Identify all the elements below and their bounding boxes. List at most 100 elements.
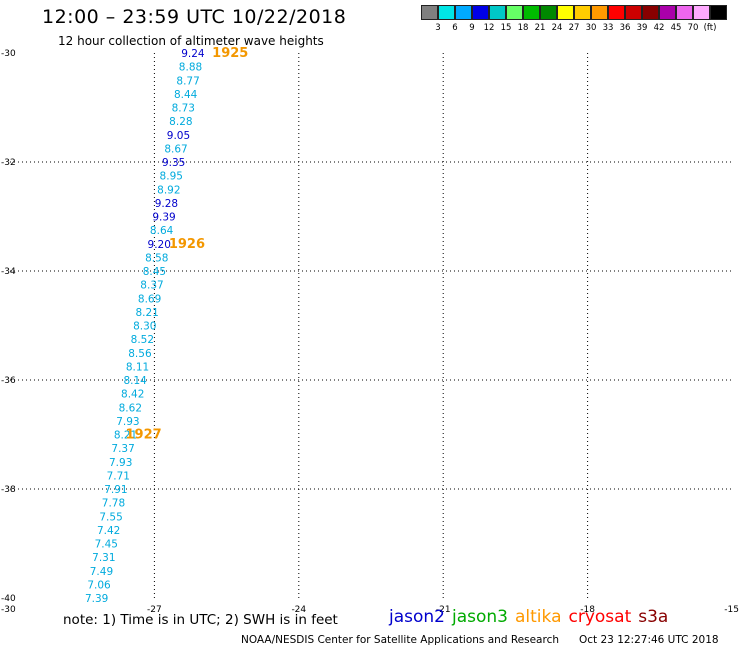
- lat-tick-label: -38: [1, 485, 16, 495]
- swh-value: 8.92: [157, 184, 180, 196]
- swh-value: 9.20: [148, 239, 171, 251]
- timestamp-text: Oct 23 12:27:46 UTC 2018: [579, 634, 719, 646]
- lon-tick-label: -27: [147, 605, 162, 615]
- swh-value: 8.44: [174, 89, 198, 101]
- satellite-legend: jason2 jason3 altika cryosat s3a: [389, 607, 675, 627]
- swh-value: 8.14: [123, 375, 147, 387]
- time-label: 1925: [212, 46, 248, 61]
- swh-value: 8.88: [179, 62, 202, 74]
- legend-swatch: [438, 5, 455, 20]
- lat-tick-label: -40: [1, 594, 16, 604]
- swh-value: 9.28: [155, 198, 178, 210]
- legend-label: 39: [636, 23, 648, 33]
- legend-swatch: [472, 5, 489, 20]
- legend-swatch: [523, 5, 540, 20]
- legend-label: 18: [517, 23, 529, 33]
- swh-value: 8.95: [160, 171, 183, 183]
- swh-value: 8.52: [131, 334, 154, 346]
- swh-value: 8.42: [121, 389, 144, 401]
- legend-swatch: [676, 5, 693, 20]
- satellite-jason3: jason3: [452, 607, 508, 627]
- swh-value: 8.37: [140, 280, 163, 292]
- lat-tick-label: -34: [1, 267, 16, 277]
- legend-swatch-row: [421, 5, 727, 20]
- legend-swatch: [455, 5, 472, 20]
- swh-value: 8.28: [169, 116, 192, 128]
- swh-value: 9.24: [181, 48, 205, 60]
- swh-value: 7.39: [85, 593, 108, 605]
- footer-note: note: 1) Time is in UTC; 2) SWH is in fe…: [63, 612, 338, 628]
- swh-value: 8.58: [145, 252, 168, 264]
- color-legend: 3 6 9 12 15 18 21 24 27 30 33 36 39 42 45 70 (ft): [421, 5, 727, 33]
- swh-value: 7.45: [95, 539, 118, 551]
- lon-tick-label: -15: [724, 605, 739, 615]
- legend-swatch: [489, 5, 506, 20]
- legend-swatch: [574, 5, 591, 20]
- legend-swatch: [540, 5, 557, 20]
- swh-value: 9.35: [162, 157, 185, 169]
- satellite-cryosat: cryosat: [568, 607, 632, 627]
- swh-value: 7.31: [92, 552, 115, 564]
- swh-value: 9.39: [152, 212, 175, 224]
- swh-value: 7.71: [107, 470, 130, 482]
- swh-value: 7.37: [111, 443, 134, 455]
- legend-label: 27: [568, 23, 580, 33]
- swh-value: 7.49: [90, 566, 113, 578]
- legend-label: 42: [653, 23, 665, 33]
- swh-value: 7.93: [116, 416, 139, 428]
- swh-value: 8.56: [128, 348, 152, 360]
- satellite-jason2: jason2: [389, 607, 445, 627]
- swh-value: 8.73: [172, 103, 195, 115]
- lon-tick-label: -18: [580, 605, 595, 615]
- legend-swatch: [659, 5, 676, 20]
- swh-value: 8.21: [135, 307, 158, 319]
- swh-value: 7.91: [104, 484, 127, 496]
- satellite-altika: altika: [515, 607, 562, 627]
- lon-tick-label: -21: [436, 605, 451, 615]
- legend-swatch: [506, 5, 523, 20]
- legend-label: 36: [619, 23, 631, 33]
- lon-tick-label: -24: [291, 605, 306, 615]
- legend-swatch: [557, 5, 574, 20]
- swh-value: 8.21: [114, 430, 137, 442]
- page-title: 12:00 – 23:59 UTC 10/22/2018: [42, 6, 347, 28]
- swh-value: 7.42: [97, 525, 120, 537]
- legend-label: 45: [670, 23, 682, 33]
- legend-label: 33: [602, 23, 614, 33]
- legend-label: 3: [435, 23, 441, 33]
- swh-value: 8.67: [164, 143, 187, 155]
- legend-swatch: [625, 5, 642, 20]
- legend-swatch: [693, 5, 710, 20]
- lat-tick-label: -30: [1, 49, 16, 59]
- legend-label: 12: [483, 23, 495, 33]
- legend-label: 24: [551, 23, 563, 33]
- legend-label: 21: [534, 23, 546, 33]
- swh-value: 8.11: [126, 361, 149, 373]
- legend-label: 30: [585, 23, 597, 33]
- swh-value: 8.45: [143, 266, 166, 278]
- satellite-s3a: s3a: [638, 607, 669, 627]
- legend-swatch: [608, 5, 625, 20]
- time-label: 1927: [126, 428, 162, 443]
- legend-label: 9: [469, 23, 475, 33]
- page-subtitle: 12 hour collection of altimeter wave hei…: [58, 34, 324, 48]
- swh-value: 8.77: [176, 75, 199, 87]
- swh-value: 7.06: [87, 579, 111, 591]
- swh-value: 7.78: [102, 498, 125, 510]
- swh-value: 8.62: [119, 402, 142, 414]
- legend-swatch: [642, 5, 659, 20]
- legend-label: 15: [500, 23, 512, 33]
- swh-value: 8.69: [138, 293, 161, 305]
- lon-tick-label: -30: [1, 605, 16, 615]
- lat-tick-label: -36: [1, 376, 16, 386]
- swh-value: 8.64: [150, 225, 174, 237]
- credit-text: NOAA/NESDIS Center for Satellite Applica…: [241, 634, 559, 646]
- lat-tick-label: -32: [1, 158, 16, 168]
- legend-swatch: [710, 5, 727, 20]
- legend-swatch: [421, 5, 438, 20]
- swh-value: 7.55: [99, 511, 122, 523]
- legend-label: 70: [687, 23, 699, 33]
- legend-label: 6: [452, 23, 458, 33]
- swh-value: 7.93: [109, 457, 132, 469]
